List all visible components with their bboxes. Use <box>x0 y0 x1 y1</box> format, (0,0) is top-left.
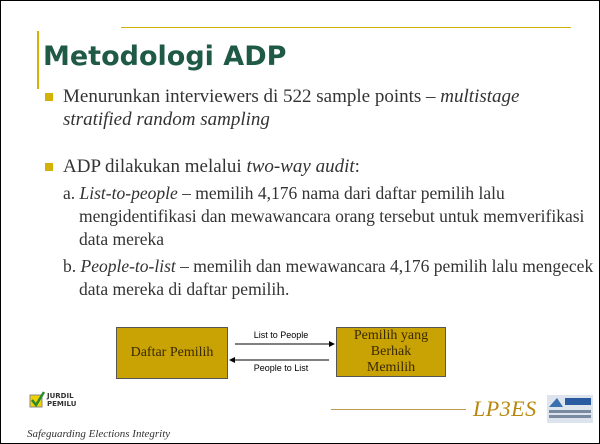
partner-logo <box>547 395 593 423</box>
left-logo: JURDIL PEMILU <box>47 392 77 408</box>
bullet: ADP dilakukan melalui two-way audit: <box>63 155 583 178</box>
top-rule <box>121 27 571 28</box>
text: : <box>354 156 360 177</box>
check-icon <box>29 391 45 408</box>
italic-text: People-to-list <box>80 256 176 276</box>
italic-text: List-to-people <box>79 183 178 203</box>
bullet-marker <box>45 163 53 171</box>
text: ADP dilakukan melalui <box>63 156 247 177</box>
side-rule <box>37 31 39 89</box>
bullet-marker <box>45 93 53 101</box>
arrows <box>229 341 335 363</box>
sub-item: b. People-to-list – memilih dan mewawanc… <box>63 255 599 301</box>
text: a. <box>63 183 80 203</box>
text: b. <box>63 256 81 276</box>
bullet: Menurunkan interviewers di 522 sample po… <box>63 85 583 131</box>
right-box: Pemilih yang Berhak Memilih <box>336 327 446 377</box>
right-logo: LP3ES <box>473 396 537 421</box>
left-box: Daftar Pemilih <box>116 327 228 379</box>
sub-item: a. List-to-people – memilih 4,176 nama d… <box>63 182 599 251</box>
italic-text: two-way audit <box>246 156 355 177</box>
footer-rule <box>331 409 466 410</box>
text: Menurunkan interviewers di 522 sample po… <box>63 86 441 107</box>
arrow-label: List to People <box>253 330 309 340</box>
italic-text: multistage stratified random sampling <box>63 86 520 130</box>
slide-title: Metodologi ADP <box>43 41 287 72</box>
arrow-label: People to List <box>253 363 309 373</box>
text: – memilih 4,176 nama dari daftar pemilih… <box>79 183 585 249</box>
tagline: Safeguarding Elections Integrity <box>27 428 171 440</box>
text: – memilih dan mewawancara 4,176 pemilih … <box>79 256 594 299</box>
